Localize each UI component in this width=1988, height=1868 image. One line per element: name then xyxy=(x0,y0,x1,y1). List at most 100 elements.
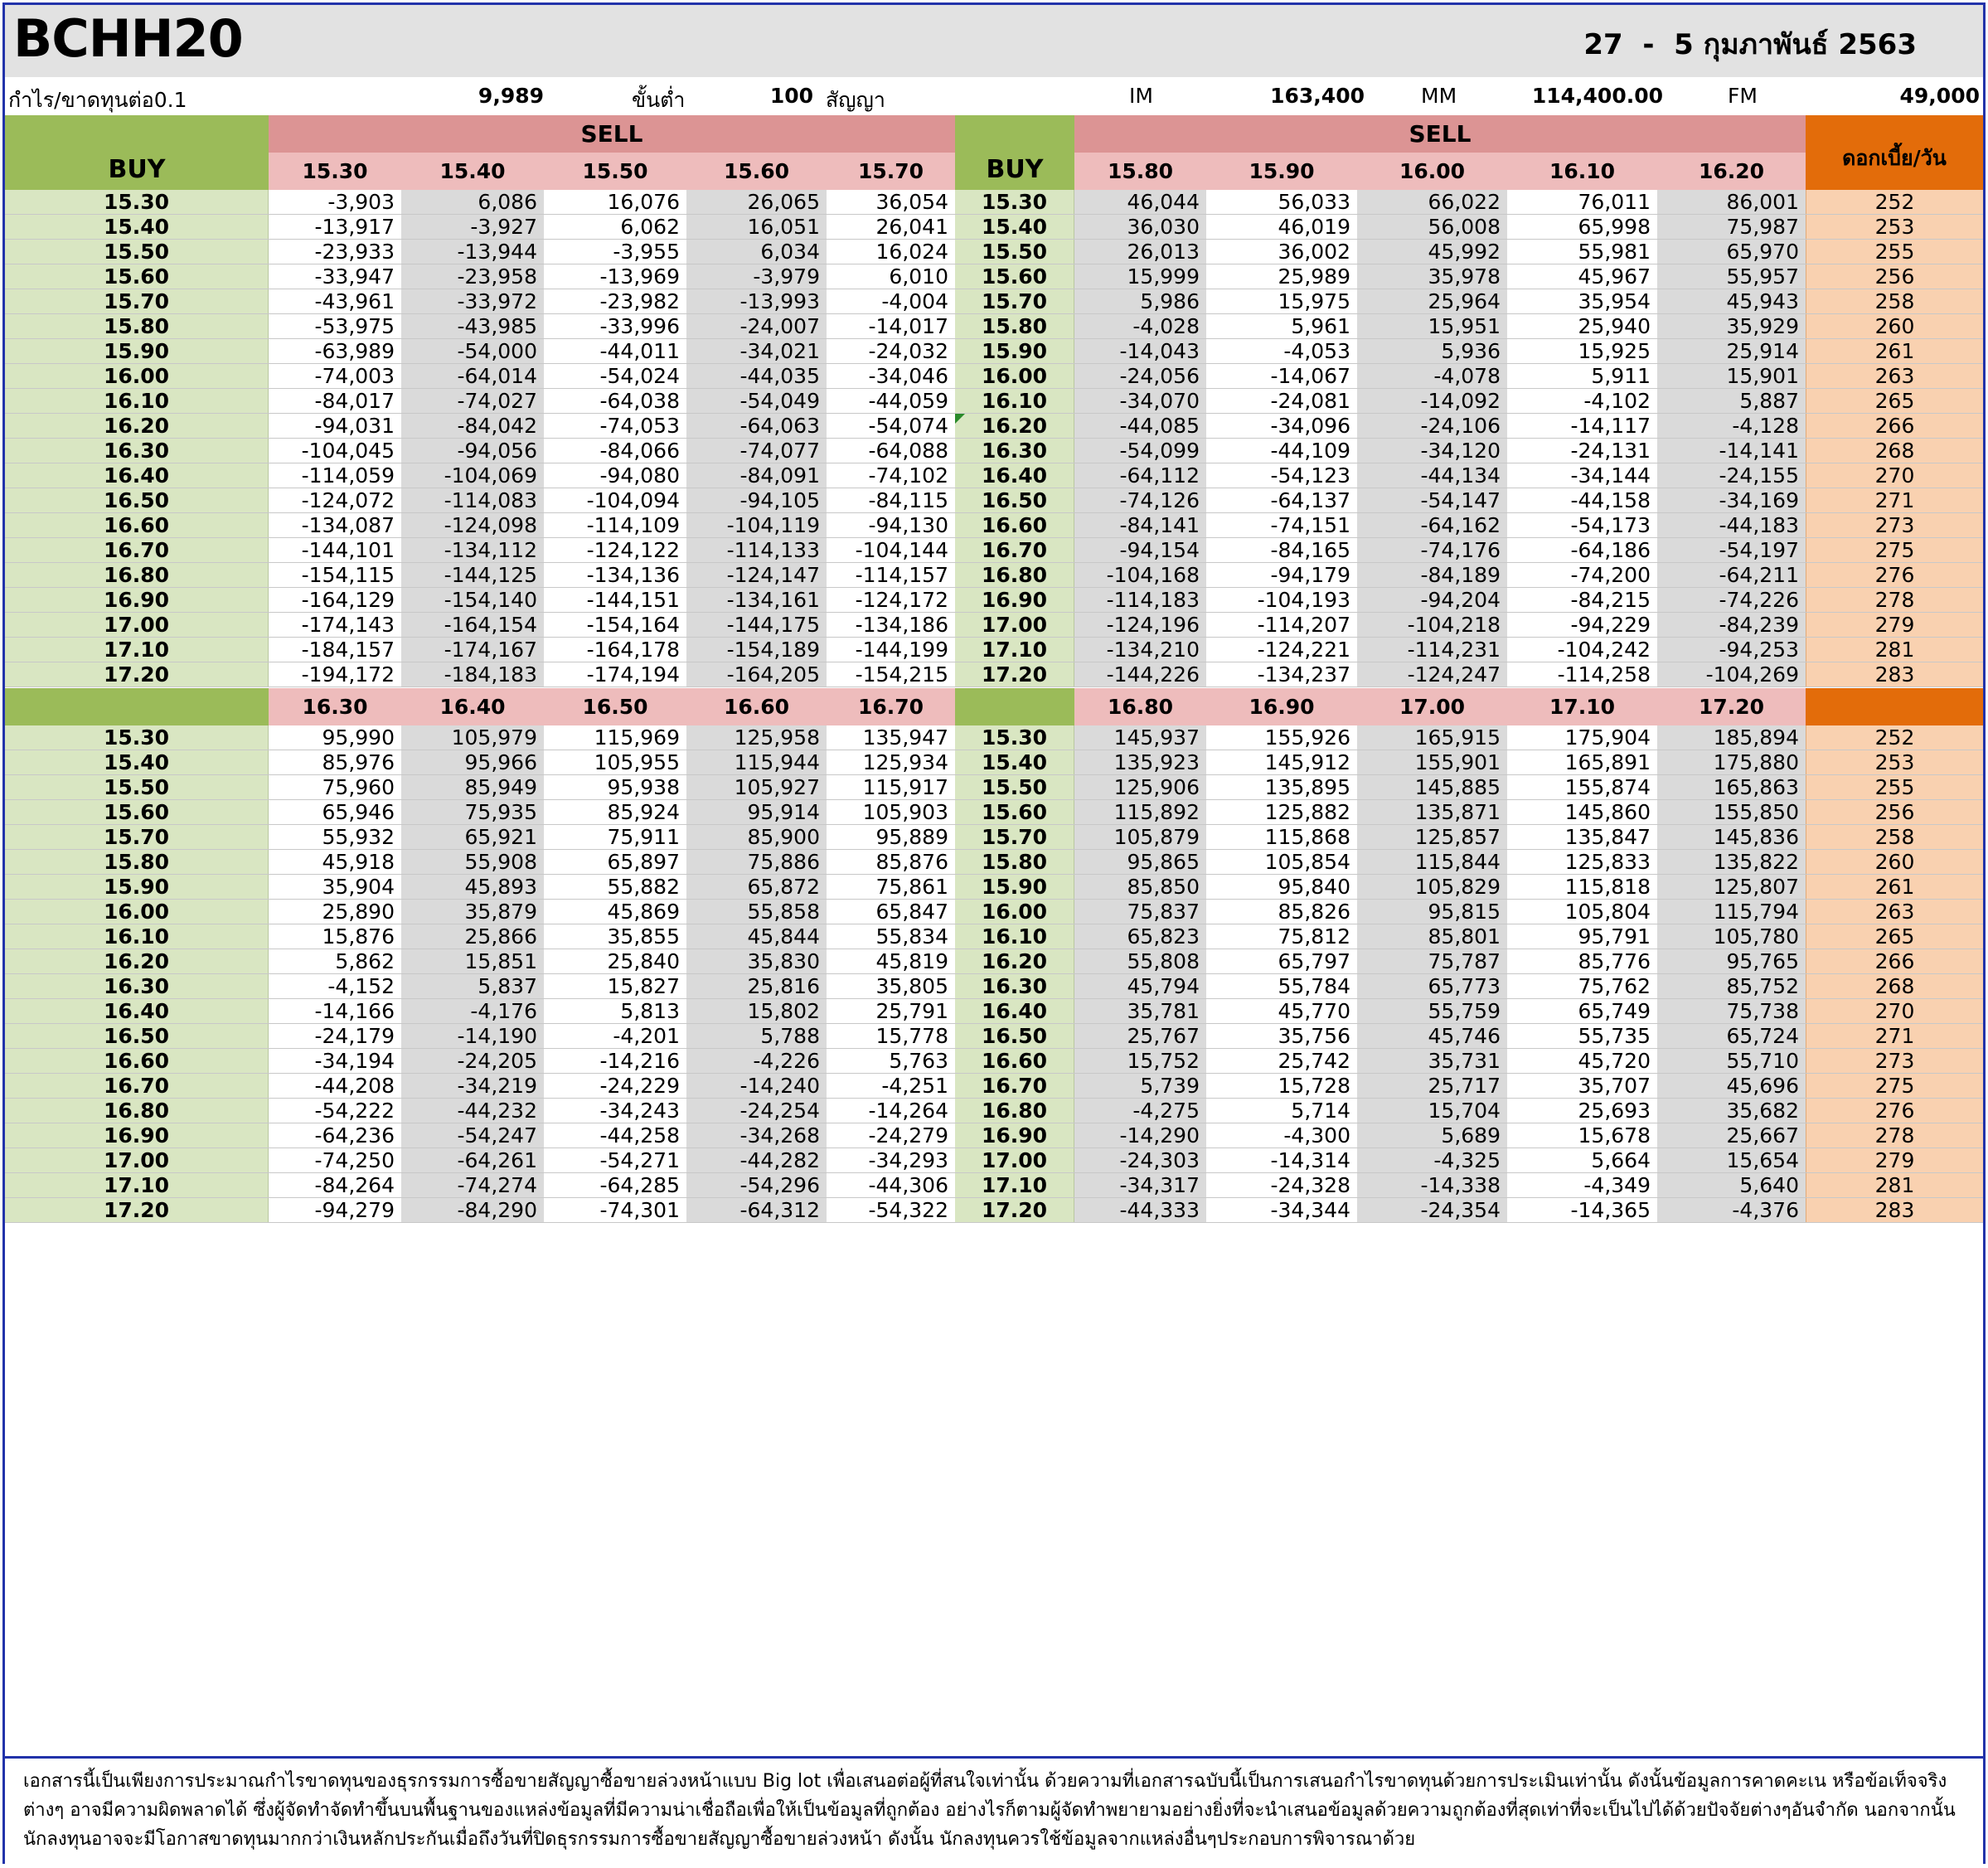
minimum-label: ขั้นต่ำ xyxy=(632,88,686,112)
im-label: IM xyxy=(1129,84,1153,108)
sell-price-header: 16.50 xyxy=(544,688,686,725)
pl-value-cell: -84,189 xyxy=(1357,563,1507,588)
buy-price-cell: 16.20 xyxy=(955,414,1074,439)
buy-price-cell: 16.20 xyxy=(955,949,1074,974)
pl-value-cell: 85,776 xyxy=(1507,949,1657,974)
buy-price-cell: 15.70 xyxy=(955,825,1074,850)
pl-value-cell: 6,010 xyxy=(827,264,955,289)
row-divider xyxy=(5,388,1983,389)
pl-value-cell: -4,028 xyxy=(1074,314,1206,339)
pl-value-cell: -43,985 xyxy=(401,314,544,339)
pl-value-cell: -84,239 xyxy=(1657,613,1806,638)
buy-price-cell: 16.30 xyxy=(955,439,1074,463)
pl-value-cell: -74,250 xyxy=(269,1148,401,1173)
buy-price-cell: 16.80 xyxy=(955,1099,1074,1123)
pl-value-cell: 25,940 xyxy=(1507,314,1657,339)
buy-price-cell: 17.00 xyxy=(5,613,269,638)
buy-price-cell: 15.80 xyxy=(5,850,269,875)
pl-value-cell: 75,911 xyxy=(544,825,686,850)
pl-value-cell: -44,208 xyxy=(269,1074,401,1099)
buy-price-cell: 15.60 xyxy=(5,800,269,825)
pl-value-cell: -54,296 xyxy=(686,1173,827,1198)
interest-header xyxy=(1806,688,1983,725)
pl-value-cell: -54,123 xyxy=(1206,463,1357,488)
pl-value-cell: -54,322 xyxy=(827,1198,955,1223)
pl-value-cell: 175,880 xyxy=(1657,750,1806,775)
pl-value-cell: -3,979 xyxy=(686,264,827,289)
pl-value-cell: -134,087 xyxy=(269,513,401,538)
pl-value-cell: -84,017 xyxy=(269,389,401,414)
pl-value-cell: -14,067 xyxy=(1206,364,1357,389)
pl-value-cell: 35,731 xyxy=(1357,1049,1507,1074)
interest-cell: 252 xyxy=(1806,725,1983,750)
pl-value-cell: 15,999 xyxy=(1074,264,1206,289)
buy-price-cell: 16.10 xyxy=(955,924,1074,949)
pl-value-cell: 25,840 xyxy=(544,949,686,974)
pl-value-cell: 145,836 xyxy=(1657,825,1806,850)
buy-price-cell: 15.30 xyxy=(5,725,269,750)
pl-value-cell: 55,957 xyxy=(1657,264,1806,289)
pl-value-cell: -84,264 xyxy=(269,1173,401,1198)
pl-value-cell: -124,098 xyxy=(401,513,544,538)
pl-value-cell: 5,911 xyxy=(1507,364,1657,389)
pl-value-cell: 55,932 xyxy=(269,825,401,850)
interest-cell: 270 xyxy=(1806,999,1983,1024)
pl-value-cell: 36,002 xyxy=(1206,240,1357,264)
pl-value-cell: -74,027 xyxy=(401,389,544,414)
disclaimer: เอกสารนี้เป็นเพียงการประมาณกำไรขาดทุนของ… xyxy=(5,1756,1983,1866)
pl-value-cell: 35,781 xyxy=(1074,999,1206,1024)
pl-value-cell: -104,193 xyxy=(1206,588,1357,613)
pl-value-cell: -14,092 xyxy=(1357,389,1507,414)
buy-price-cell: 15.70 xyxy=(955,289,1074,314)
buy-price-cell: 15.30 xyxy=(955,725,1074,750)
pl-value-cell: -14,290 xyxy=(1074,1123,1206,1148)
pl-value-cell: -154,115 xyxy=(269,563,401,588)
pl-value-cell: -134,210 xyxy=(1074,638,1206,662)
pl-value-cell: 85,976 xyxy=(269,750,401,775)
pl-value-cell: -164,154 xyxy=(401,613,544,638)
pl-value-cell: 95,791 xyxy=(1507,924,1657,949)
buy-header-middle xyxy=(955,688,1074,725)
buy-price-cell: 16.10 xyxy=(955,389,1074,414)
pl-value-cell: -64,211 xyxy=(1657,563,1806,588)
pl-value-cell: 45,943 xyxy=(1657,289,1806,314)
pl-value-cell: -144,101 xyxy=(269,538,401,563)
pl-value-cell: -3,955 xyxy=(544,240,686,264)
pl-value-cell: 135,923 xyxy=(1074,750,1206,775)
sell-price-header: 16.40 xyxy=(401,688,544,725)
pl-value-cell: 75,960 xyxy=(269,775,401,800)
pl-value-cell: 65,749 xyxy=(1507,999,1657,1024)
pl-value-cell: 15,704 xyxy=(1357,1099,1507,1123)
pl-value-cell: 25,693 xyxy=(1507,1099,1657,1123)
interest-cell: 275 xyxy=(1806,1074,1983,1099)
pl-value-cell: 25,742 xyxy=(1206,1049,1357,1074)
pl-value-cell: -44,306 xyxy=(827,1173,955,1198)
pl-value-cell: 65,946 xyxy=(269,800,401,825)
pl-value-cell: 5,961 xyxy=(1206,314,1357,339)
pl-value-cell: 25,890 xyxy=(269,900,401,924)
row-divider xyxy=(5,1023,1983,1024)
buy-price-cell: 15.70 xyxy=(5,289,269,314)
buy-price-cell: 15.80 xyxy=(5,314,269,339)
pl-value-cell: 15,951 xyxy=(1357,314,1507,339)
pl-value-cell: -144,151 xyxy=(544,588,686,613)
pl-value-cell: 35,682 xyxy=(1657,1099,1806,1123)
buy-header-middle: BUY xyxy=(955,115,1074,190)
pl-value-cell: 105,955 xyxy=(544,750,686,775)
pl-value-cell: 95,938 xyxy=(544,775,686,800)
buy-price-cell: 16.40 xyxy=(5,463,269,488)
pl-value-cell: -54,049 xyxy=(686,389,827,414)
pl-value-cell: -124,147 xyxy=(686,563,827,588)
row-divider xyxy=(5,413,1983,414)
row-divider xyxy=(5,824,1983,825)
row-divider xyxy=(5,1172,1983,1173)
pl-value-cell: -84,115 xyxy=(827,488,955,513)
pl-value-cell: 35,954 xyxy=(1507,289,1657,314)
pl-value-cell: 35,929 xyxy=(1657,314,1806,339)
pl-value-cell: -134,186 xyxy=(827,613,955,638)
pl-value-cell: -24,179 xyxy=(269,1024,401,1049)
row-divider xyxy=(5,239,1983,240)
interest-cell: 258 xyxy=(1806,825,1983,850)
pl-value-cell: -104,269 xyxy=(1657,662,1806,687)
pl-value-cell: -24,081 xyxy=(1206,389,1357,414)
